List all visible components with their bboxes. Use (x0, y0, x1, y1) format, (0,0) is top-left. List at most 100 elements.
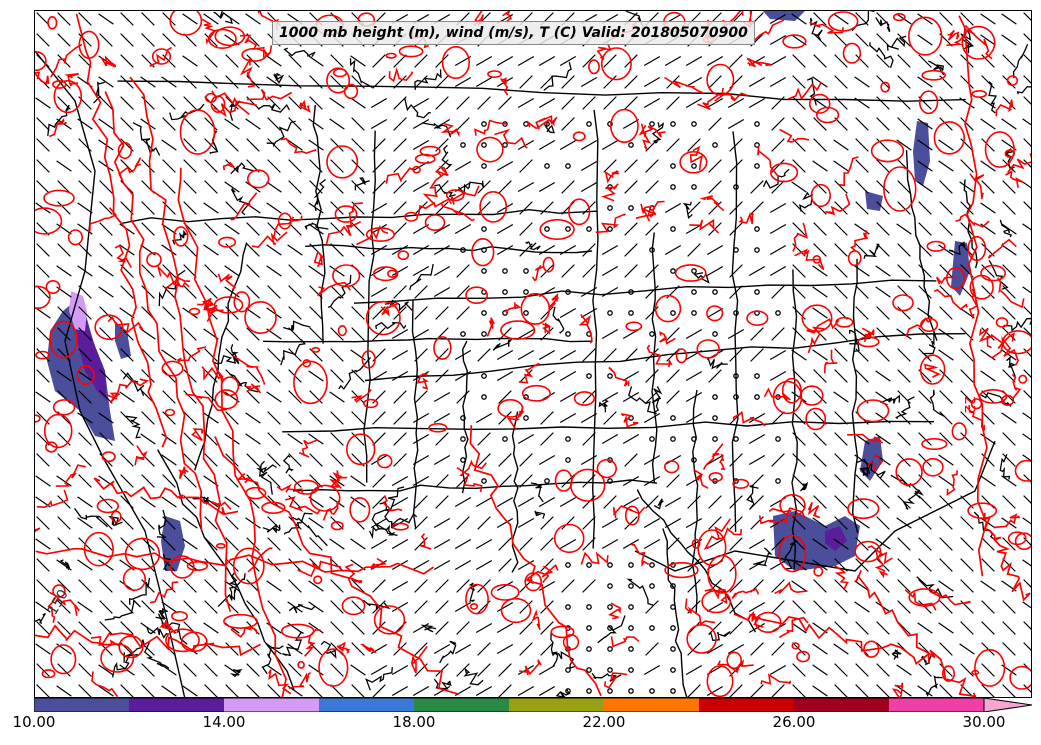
wind-barb (393, 180, 407, 194)
wind-barb (960, 537, 974, 551)
wind-barb (939, 390, 953, 404)
temperature-contour (933, 288, 968, 311)
height-contour (746, 484, 759, 511)
wind-barb (687, 138, 701, 152)
wind-barb (834, 96, 848, 110)
state-border-line (292, 479, 658, 492)
wind-barb (204, 264, 218, 278)
wind-barb (308, 601, 324, 613)
wind-barb (475, 496, 493, 508)
wind-barb (78, 348, 92, 362)
wind-barb (960, 348, 974, 362)
temperature-contour (664, 561, 699, 579)
wind-barb (120, 159, 134, 173)
wind-barb (351, 684, 365, 697)
temperature-contour (220, 376, 240, 397)
wind-barb (246, 537, 260, 551)
temperature-contour (706, 665, 734, 697)
wind-barb (685, 55, 703, 67)
wind-barb (897, 306, 911, 320)
calm-wind-marker (523, 310, 529, 316)
wind-barb (288, 285, 302, 299)
temperature-contour (218, 236, 237, 248)
wind-barb (622, 538, 640, 550)
calm-wind-marker (502, 268, 508, 274)
calm-wind-marker (607, 562, 613, 568)
wind-barb (330, 201, 344, 215)
height-contour (798, 191, 813, 212)
wind-barb (771, 138, 785, 152)
temperature-contour (388, 66, 414, 83)
calm-wind-marker (481, 163, 487, 169)
calm-wind-marker (670, 226, 676, 232)
wind-barb (664, 202, 682, 214)
wind-speed-shade-region (865, 191, 883, 211)
wind-barb (496, 622, 514, 634)
temperature-contour (178, 466, 189, 480)
wind-barb (1002, 54, 1016, 68)
height-contour (530, 482, 544, 503)
temperature-contour (297, 560, 342, 578)
wind-barb (141, 159, 155, 173)
wind-barb (559, 391, 577, 403)
temperature-contour (970, 398, 983, 410)
temperature-contour (210, 95, 226, 113)
height-contour (230, 162, 254, 175)
wind-barb (834, 222, 848, 236)
wind-barb (78, 663, 92, 677)
wind-barb (792, 285, 806, 299)
height-contour (266, 120, 296, 148)
wind-barb (412, 118, 430, 130)
wind-barb (540, 75, 554, 89)
wind-barb (791, 349, 807, 361)
colorbar-tick-label: 30.00 (962, 713, 1006, 731)
wind-barb (183, 369, 197, 383)
calm-wind-marker (712, 142, 718, 148)
wind-barb (918, 222, 932, 236)
wind-barb (771, 285, 785, 299)
wind-barb (330, 558, 344, 572)
wind-barb (98, 76, 114, 88)
wind-barb (519, 453, 533, 467)
wind-barb (456, 285, 470, 299)
wind-barb (939, 12, 953, 26)
wind-barb (35, 475, 51, 487)
temperature-contour (96, 498, 120, 514)
temperature-contour (708, 472, 723, 483)
temperature-contour (638, 124, 666, 138)
wind-barb (414, 306, 428, 320)
wind-speed-shading (47, 11, 970, 571)
wind-barb (666, 138, 680, 152)
wind-barb (519, 75, 533, 89)
calm-wind-marker (565, 604, 571, 610)
wind-barb (393, 201, 407, 215)
wind-barb (393, 117, 407, 131)
wind-barb (812, 76, 828, 88)
temperature-contour (35, 547, 434, 575)
temperature-contour (244, 300, 277, 334)
wind-barb (56, 160, 72, 172)
temperature-contour (531, 609, 541, 631)
calm-wind-marker (565, 331, 571, 337)
wind-barb (960, 369, 974, 383)
wind-barb (855, 558, 869, 572)
wind-barb (456, 306, 470, 320)
calm-wind-marker (754, 373, 760, 379)
wind-barb (330, 327, 344, 341)
temperature-contour (807, 326, 825, 354)
wind-barb (203, 622, 219, 634)
wind-barb (517, 55, 535, 67)
wind-barb (475, 76, 493, 88)
wind-barb (666, 327, 680, 341)
wind-barb (350, 475, 366, 487)
height-contour (283, 47, 316, 57)
wind-barb (517, 517, 535, 529)
temperature-contour (863, 640, 880, 658)
wind-barb (36, 327, 50, 341)
calm-wind-marker (460, 331, 466, 337)
wind-barb (183, 390, 197, 404)
wind-barb (601, 286, 619, 298)
wind-barb (517, 97, 535, 109)
temperature-contour (596, 42, 612, 60)
wind-barb (204, 600, 218, 614)
